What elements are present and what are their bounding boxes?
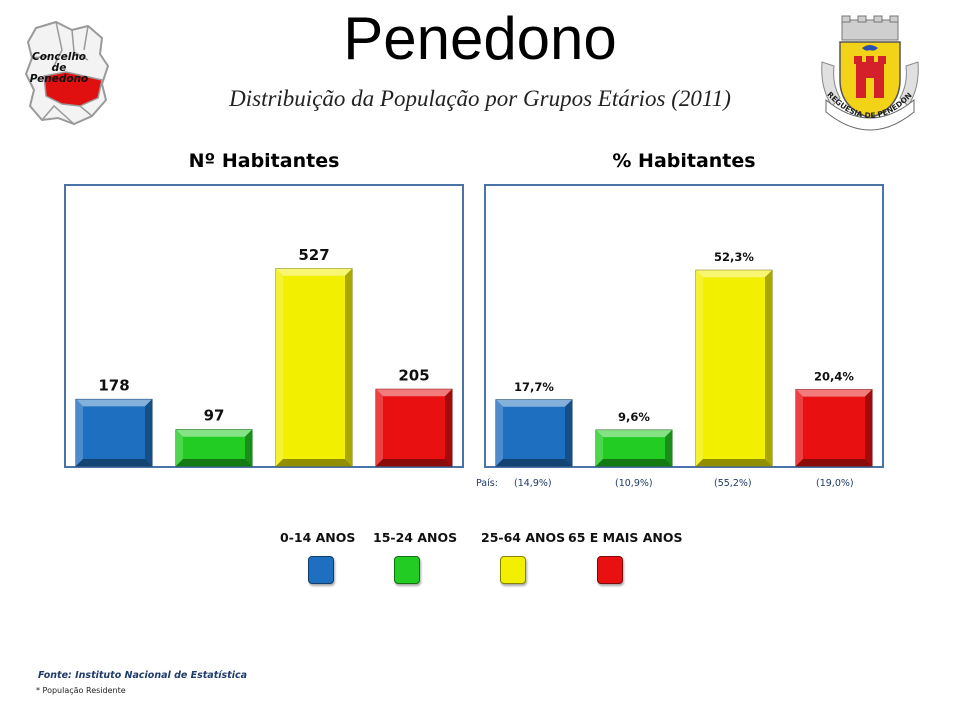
- legend-label-15-24: 15-24 ANOS: [373, 530, 458, 545]
- legend-label-65-plus: 65 E MAIS ANOS: [568, 530, 683, 545]
- footnote: * População Residente: [36, 686, 126, 695]
- logo-text-line-1: Concelho: [31, 51, 87, 63]
- chart-1-value-label: 205: [398, 366, 429, 384]
- chart-2-value-label: 52,3%: [714, 250, 754, 264]
- municipality-map-logo: [24, 20, 110, 126]
- page-title: Penedono: [343, 5, 617, 72]
- page-subtitle: Distribuição da População por Grupos Etá…: [229, 86, 731, 111]
- chart-2-value-label: 9,6%: [618, 410, 650, 424]
- chart-1-bar: [375, 388, 453, 467]
- chart-2-bar: [595, 429, 673, 467]
- chart-1-habitants-count: 178 97 527 205: [75, 246, 453, 467]
- chart-2-title: % Habitantes: [612, 150, 756, 172]
- legend-swatch-25-64: [500, 556, 526, 584]
- chart-2-habitants-percent: 17,7% 9,6% 52,3% 20,4%: [495, 250, 873, 467]
- source-note: Fonte: Instituto Nacional de Estatística: [38, 670, 248, 681]
- logo-text-line-3: Penedono: [29, 73, 89, 85]
- chart-1-bar: [75, 398, 153, 467]
- chart-1-value-label: 97: [204, 407, 225, 425]
- chart-2-value-label: 17,7%: [514, 380, 554, 394]
- country-value: (19,0%): [816, 478, 854, 489]
- legend-label-25-64: 25-64 ANOS: [481, 530, 566, 545]
- chart-2-frame: [484, 184, 884, 468]
- chart-1-bar: [275, 268, 353, 467]
- legend-swatch-0-14: [308, 556, 334, 584]
- chart-2-bar: [495, 399, 573, 467]
- legend-swatch-65-plus: [597, 556, 623, 584]
- chart-1-bar: [175, 429, 253, 467]
- country-value: (14,9%): [514, 478, 552, 489]
- chart-1-title: Nº Habitantes: [188, 150, 340, 172]
- chart-2-value-label: 20,4%: [814, 370, 854, 384]
- chart-2-bar: [795, 389, 873, 467]
- country-value: (55,2%): [714, 478, 752, 489]
- parish-crest-logo: FREGUESIA DE PENEDONO: [818, 14, 919, 131]
- logo-text-line-2: de: [51, 62, 67, 74]
- chart-2-bar: [695, 269, 773, 467]
- country-value: (10,9%): [615, 478, 653, 489]
- country-row-label: País:: [476, 478, 498, 489]
- chart-1-frame: [64, 184, 464, 468]
- chart-1-value-label: 527: [298, 246, 329, 264]
- legend-label-0-14: 0-14 ANOS: [280, 530, 356, 545]
- chart-1-value-label: 178: [98, 376, 129, 394]
- legend-swatch-15-24: [394, 556, 420, 584]
